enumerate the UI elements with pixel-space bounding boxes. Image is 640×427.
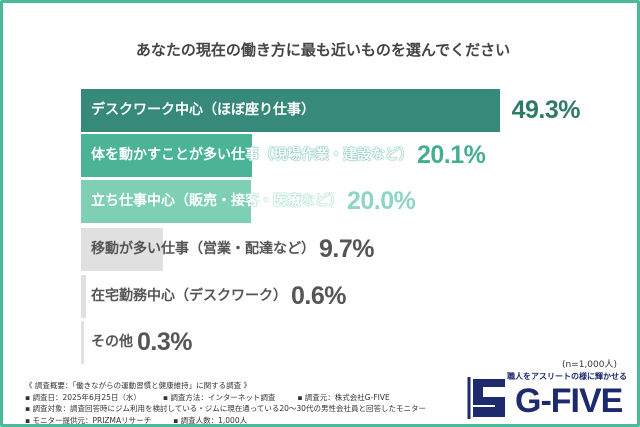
logo-name: G-FIVE (515, 382, 623, 420)
bar (81, 180, 251, 223)
g-five-logo-icon (467, 377, 505, 419)
survey-provider: ▪ モニター提供元：PRIZMAリサーチ (25, 415, 152, 425)
survey-date: ▪ 調査日：2025年6月25日（水） (25, 392, 141, 402)
sample-size: (n=1,000人) (561, 360, 617, 370)
survey-source: ▪ 調査元：株式会社G-FIVE (297, 392, 390, 402)
category-label: 体を動かすことが多い仕事（現場作業・建設など） (91, 147, 413, 163)
value-label: 20.0% (347, 187, 416, 215)
value-label: 20.1% (417, 141, 486, 169)
category-label: 在宅勤務中心（デスクワーク） (91, 288, 287, 304)
category-label: デスクワーク中心（ほぼ座り仕事） (91, 102, 315, 118)
survey-heading: 《 調査概要：「働きながらの運動習慣と健康維持」に関する調査 》 (25, 381, 252, 390)
value-label: 49.3% (511, 96, 581, 124)
value-label: 0.3% (137, 328, 192, 356)
logo-tagline: 職人をアスリートの様に輝かせる (507, 372, 627, 381)
survey-summary: 《 調査概要：「働きながらの運動習慣と健康維持」に関する調査 》 ▪ 調査日：2… (25, 380, 426, 426)
value-label: 0.6% (291, 282, 346, 310)
bar (81, 228, 164, 271)
survey-method: ▪ 調査方法：インターネット調査 (162, 392, 276, 402)
bar (81, 321, 84, 364)
bar (81, 134, 252, 177)
category-label: その他 (91, 334, 133, 350)
bar (81, 275, 87, 318)
category-label: 立ち仕事中心（販売・接客・医療など） (91, 193, 343, 209)
value-label: 9.7% (319, 235, 374, 263)
survey-target: ▪ 調査対象：調査回答時にジム利用を検討している・ジムに現在通っている20～30… (25, 404, 426, 413)
category-label: 移動が多い仕事（営業・配達など） (91, 241, 315, 257)
bar (81, 89, 500, 132)
survey-count: ▪ 調査人数：1,000人 (173, 415, 248, 425)
chart-title: あなたの現在の働き方に最も近いものを選んでください (135, 41, 511, 59)
